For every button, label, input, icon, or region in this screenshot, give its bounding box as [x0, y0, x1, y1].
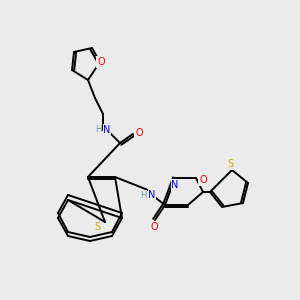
Text: O: O [199, 175, 207, 185]
Text: S: S [227, 159, 233, 169]
Text: O: O [97, 57, 105, 67]
Text: N: N [103, 125, 111, 135]
Text: N: N [171, 180, 179, 190]
Text: H: H [95, 125, 101, 134]
Text: S: S [94, 222, 100, 232]
Text: O: O [135, 128, 143, 138]
Text: O: O [150, 222, 158, 232]
Text: N: N [148, 190, 156, 200]
Text: H: H [140, 190, 146, 200]
